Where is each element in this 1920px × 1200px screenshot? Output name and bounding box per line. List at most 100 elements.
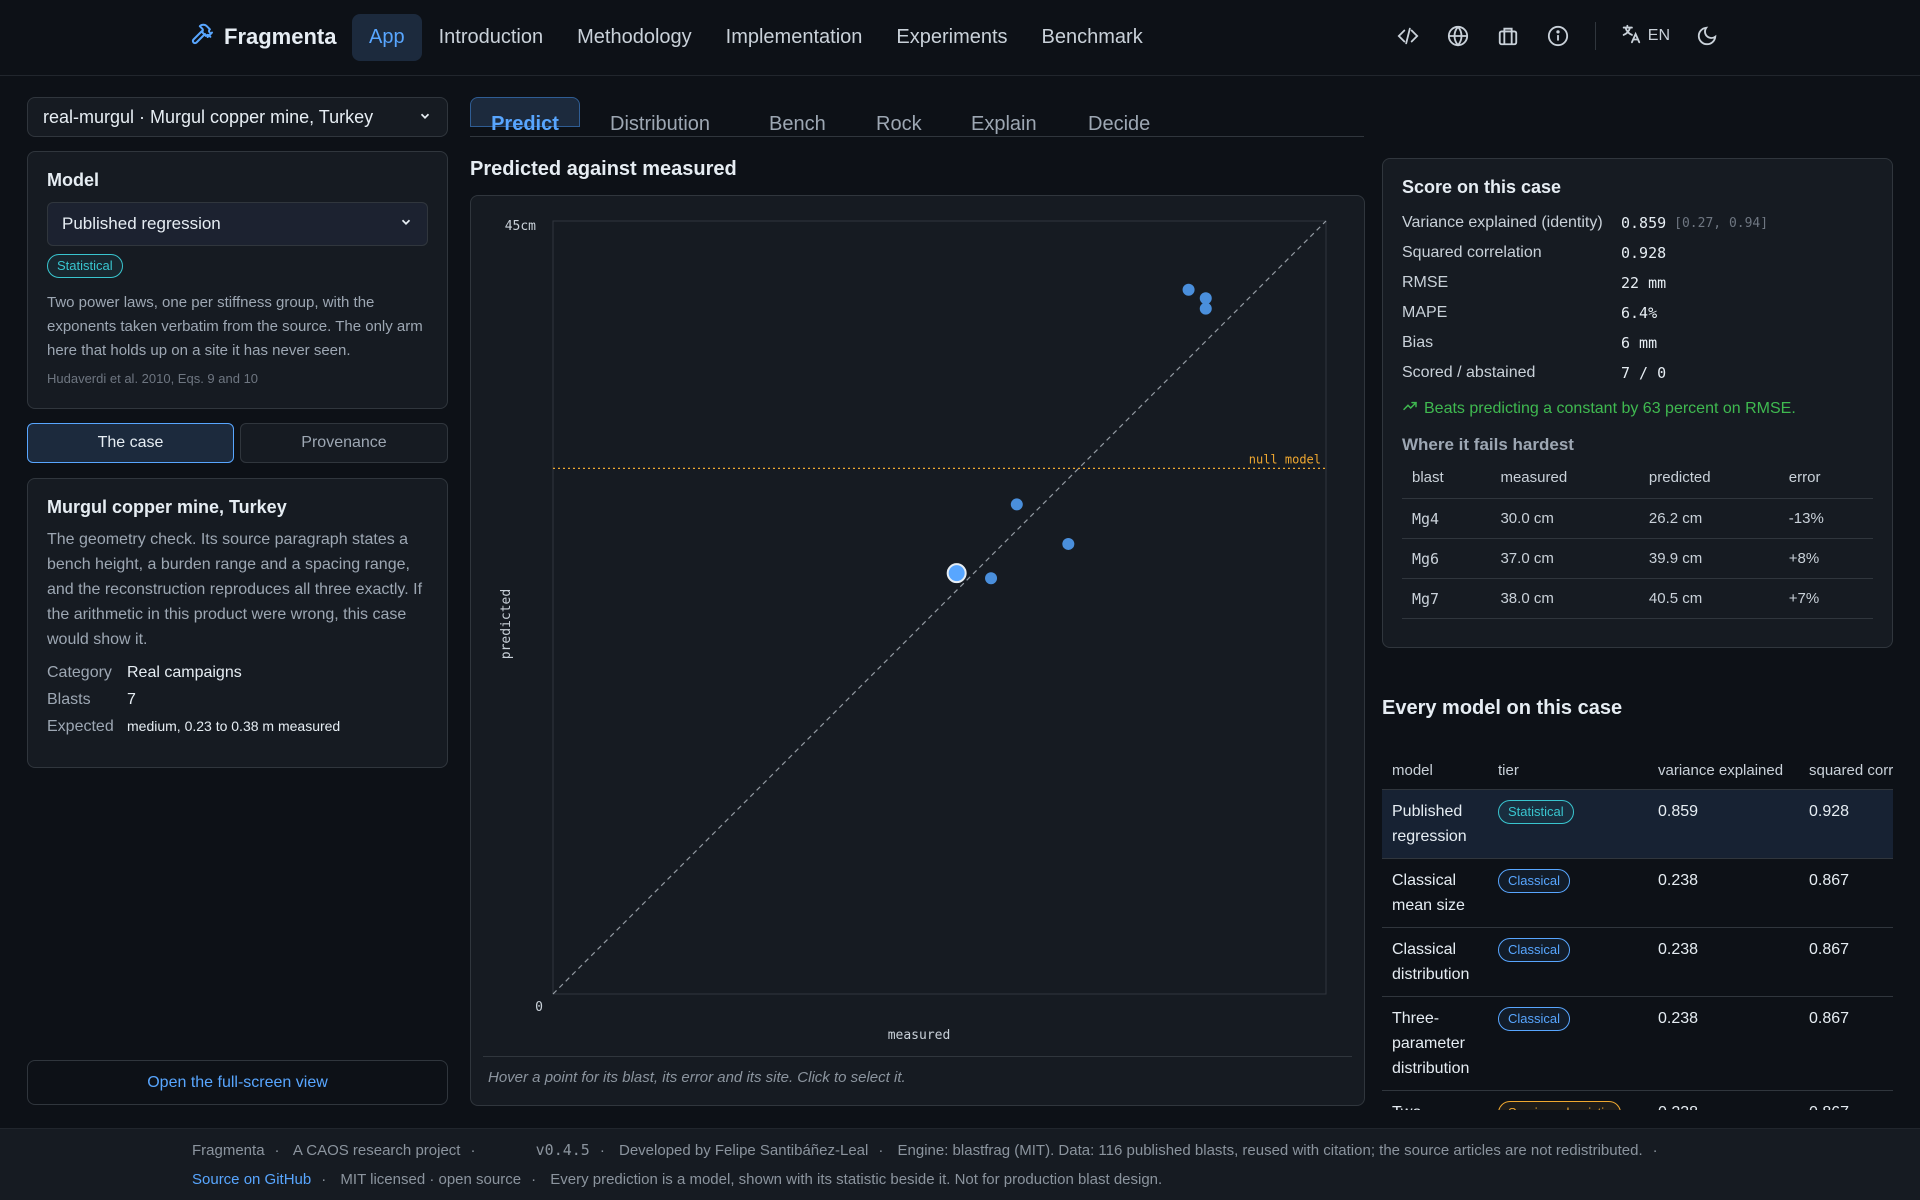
prop-blasts-value: 7: [127, 691, 136, 708]
trending-up-icon: [1402, 398, 1418, 419]
predicted-value: 26.2 cm: [1638, 498, 1779, 539]
table-row[interactable]: Mg6 37.0 cm 39.9 cm +8%: [1402, 538, 1873, 579]
every-header-squared-corr: squared corr: [1799, 750, 1893, 790]
model-name: Published regression: [1382, 789, 1488, 859]
score-confidence-interval: [0.27, 0.94]: [1674, 215, 1769, 231]
error-value: +7%: [1778, 578, 1873, 619]
tab-decide[interactable]: Decide: [1088, 113, 1151, 135]
score-rows: Variance explained (identity) 0.859 [0.2…: [1402, 208, 1873, 388]
model-name: Three-parameter distribution: [1382, 996, 1488, 1091]
data-point[interactable]: [985, 572, 998, 585]
model-name: Classical distribution: [1382, 927, 1488, 997]
score-row: MAPE 6.4%: [1402, 298, 1873, 328]
table-row[interactable]: Three-parameter distribution Classical 0…: [1382, 996, 1893, 1091]
model-select-value: Published regression: [62, 214, 221, 233]
table-row[interactable]: Mg7 38.0 cm 40.5 cm +7%: [1402, 578, 1873, 619]
score-value: 0.928: [1621, 244, 1667, 262]
nav-link-experiments[interactable]: Experiments: [896, 26, 1008, 48]
squared-corr: 0.867: [1799, 858, 1893, 928]
table-row[interactable]: Published regression Statistical 0.859 0…: [1382, 789, 1893, 859]
table-row[interactable]: Mg4 30.0 cm 26.2 cm -13%: [1402, 498, 1873, 539]
variance-explained: 0.238: [1648, 996, 1799, 1091]
moon-icon[interactable]: [1694, 23, 1720, 49]
chart-section-title: Predicted against measured: [470, 158, 737, 180]
predicted-value: 40.5 cm: [1638, 578, 1779, 619]
score-label: MAPE: [1402, 304, 1448, 321]
data-point[interactable]: [1182, 283, 1195, 296]
tab-rock[interactable]: Rock: [876, 113, 922, 135]
fails-header-blast: blast: [1402, 469, 1491, 499]
full-screen-button[interactable]: Open the full-screen view: [27, 1060, 448, 1105]
every-model-table-wrap[interactable]: model tier variance explained squared co…: [1382, 750, 1893, 1110]
toggle-provenance[interactable]: Provenance: [240, 423, 448, 463]
view-tabs: Predict Distribution Bench Rock Explain …: [470, 97, 1364, 137]
data-points: [946, 283, 1212, 585]
globe-icon[interactable]: [1445, 23, 1471, 49]
table-row[interactable]: Classical distribution Classical 0.238 0…: [1382, 927, 1893, 997]
footer-developer: Developed by Felipe Santibáñez-Leal: [619, 1142, 869, 1159]
fails-title: Where it fails hardest: [1402, 435, 1574, 454]
squared-corr: 0.928: [1799, 789, 1893, 859]
language-switch[interactable]: EN: [1620, 23, 1670, 50]
footer-engine: Engine: blastfrag (MIT). Data: 116 publi…: [897, 1142, 1643, 1159]
table-row[interactable]: Two- Semi-mechanistic 0.238 0.867: [1382, 1090, 1893, 1110]
footer-version: v0.4.5: [535, 1141, 590, 1159]
tier-badge: Classical: [1498, 1007, 1571, 1031]
nav-link-introduction[interactable]: Introduction: [438, 26, 544, 48]
score-row: Squared correlation 0.928: [1402, 238, 1873, 268]
case-select-value: real-murgul · Murgul copper mine, Turkey: [43, 106, 374, 127]
tab-bench[interactable]: Bench: [769, 113, 826, 135]
briefcase-icon[interactable]: [1495, 23, 1521, 49]
data-point[interactable]: [1062, 537, 1075, 550]
tier-badge: Statistical: [1498, 800, 1574, 824]
nav-link-benchmark[interactable]: Benchmark: [1041, 26, 1143, 48]
info-icon[interactable]: [1545, 23, 1571, 49]
tier-badge: Semi-mechanistic: [1498, 1101, 1621, 1110]
table-row[interactable]: Classical mean size Classical 0.238 0.86…: [1382, 858, 1893, 928]
predicted-value: 39.9 cm: [1638, 538, 1779, 579]
data-point[interactable]: [1199, 292, 1212, 305]
nav-link-methodology[interactable]: Methodology: [577, 26, 692, 48]
model-name: Classical mean size: [1382, 858, 1488, 928]
nav-link-implementation[interactable]: Implementation: [725, 26, 863, 48]
score-label: RMSE: [1402, 274, 1449, 291]
translate-icon: [1620, 23, 1642, 50]
toggle-the-case[interactable]: The case: [27, 423, 234, 463]
tab-predict[interactable]: Predict: [470, 97, 580, 135]
squared-corr: 0.867: [1799, 996, 1893, 1091]
case-select[interactable]: real-murgul · Murgul copper mine, Turkey: [27, 97, 448, 137]
prop-blasts-label: Blasts: [47, 691, 91, 708]
nav-link-app[interactable]: App: [352, 14, 422, 61]
data-point[interactable]: [1010, 498, 1023, 511]
fails-header-predicted: predicted: [1638, 469, 1779, 499]
variance-explained: 0.859: [1648, 789, 1799, 859]
github-link[interactable]: Source on GitHub: [192, 1171, 312, 1188]
footer-line-1: Fragmenta · A CAOS research project · v0.4…: [192, 1141, 1658, 1159]
code-icon[interactable]: [1395, 23, 1421, 49]
data-point[interactable]: [1199, 302, 1212, 315]
footer: Fragmenta · A CAOS research project · v0.4…: [0, 1128, 1920, 1200]
footer-license: MIT licensed · open source: [340, 1171, 522, 1188]
tier-badge: Classical: [1498, 938, 1571, 962]
footer-disclaimer: Every prediction is a model, shown with …: [550, 1171, 1163, 1188]
y-tick-min: 0: [535, 1000, 543, 1015]
identity-line: [552, 220, 1327, 995]
y-tick-max: 45cm: [505, 219, 536, 234]
tab-explain[interactable]: Explain: [971, 113, 1037, 135]
nav-separator: [1594, 22, 1596, 50]
case-title: Murgul copper mine, Turkey: [47, 497, 287, 517]
tab-distribution[interactable]: Distribution: [610, 113, 711, 135]
score-row: Scored / abstained 7 / 0: [1402, 358, 1873, 388]
blast-id: Mg7: [1402, 578, 1491, 619]
hammer-icon: [190, 22, 214, 51]
case-panel: Murgul copper mine, Turkey The geometry …: [27, 478, 448, 768]
y-axis-label: predicted: [499, 589, 514, 659]
score-label: Squared correlation: [1402, 244, 1542, 261]
data-point-selected[interactable]: [946, 563, 967, 584]
model-select[interactable]: Published regression: [47, 202, 428, 246]
score-panel: Score on this case Variance explained (i…: [1382, 158, 1893, 648]
prop-expected-label: Expected: [47, 718, 114, 735]
brand[interactable]: Fragmenta: [190, 22, 336, 51]
prop-category-label: Category: [47, 664, 112, 681]
top-nav: Fragmenta App Introduction Methodology I…: [0, 0, 1920, 76]
